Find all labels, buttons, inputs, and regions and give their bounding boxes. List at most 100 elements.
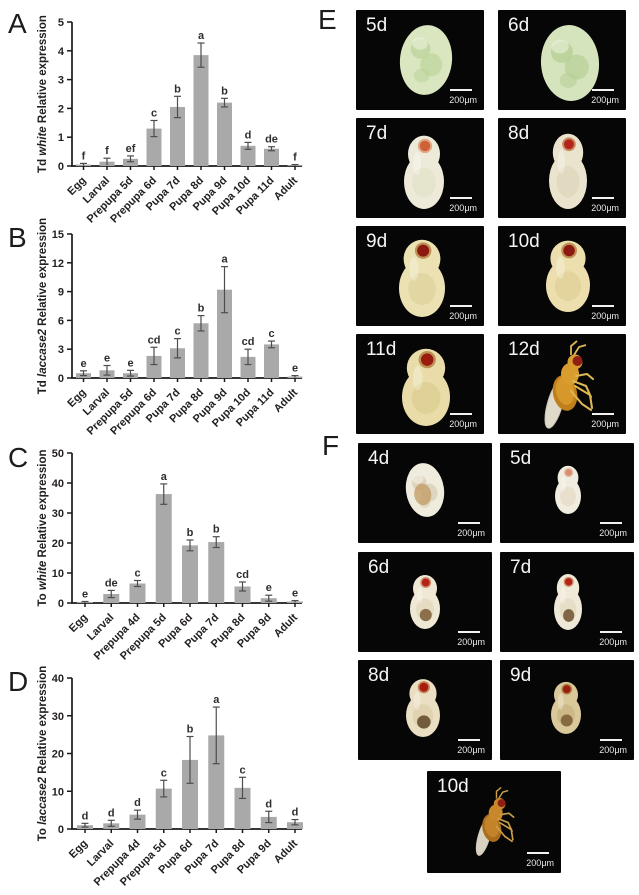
y-tick-label: 50	[52, 448, 64, 460]
y-axis-title: To white Relative expression	[37, 449, 49, 606]
photo-tile-5d: 5d 200μm	[500, 443, 634, 543]
pupa-shape	[410, 574, 440, 629]
photo-tile-4d: 4d 200μm	[358, 443, 492, 543]
y-tick-label: 3	[58, 75, 64, 87]
significance-letter: e	[82, 589, 88, 601]
bar	[146, 128, 162, 166]
scale-bar	[592, 88, 614, 91]
bar	[234, 586, 251, 603]
bar	[123, 158, 138, 166]
panel-label-c: C	[8, 442, 29, 473]
photo-tile-7d: 7d 200μm	[356, 118, 484, 218]
scale-label: 200μm	[591, 203, 619, 213]
bar	[240, 145, 256, 166]
significance-letter: d	[108, 807, 115, 819]
scale-bar	[592, 196, 614, 199]
significance-letter: cd	[236, 569, 249, 581]
panel-label-d: D	[8, 666, 29, 697]
significance-letter: c	[134, 568, 140, 580]
panel-label-f: F	[322, 430, 340, 461]
specimen-photo	[551, 681, 581, 734]
y-tick-label: 10	[52, 786, 64, 798]
adult-wasp-shape	[544, 340, 595, 429]
photo-tile-8d: 8d 200μm	[498, 118, 626, 218]
significance-letter: de	[265, 134, 278, 146]
y-tick-label: 20	[52, 538, 64, 550]
bar	[264, 148, 279, 166]
significance-letter: e	[266, 582, 272, 594]
y-tick-label: 15	[52, 229, 64, 241]
significance-letter: d	[265, 798, 272, 810]
tile-day-label: 8d	[508, 123, 530, 144]
scale-bar	[600, 738, 622, 741]
bar	[240, 356, 256, 378]
scale-label: 200μm	[449, 95, 477, 105]
specimen-photo	[555, 465, 581, 514]
significance-letter: c	[268, 328, 274, 340]
pupa-shape	[399, 239, 445, 317]
tile-day-label: 11d	[366, 339, 397, 360]
panel-label-e: E	[318, 4, 337, 35]
photo-tile-9d: 9d 200μm	[500, 660, 634, 760]
tile-day-label: 9d	[510, 665, 532, 686]
specimen-photo	[399, 25, 453, 95]
pupa-shape	[555, 465, 581, 514]
bar	[129, 814, 146, 829]
bar	[208, 542, 225, 603]
y-tick-label: 6	[58, 315, 64, 327]
bar	[182, 759, 198, 829]
specimen-photo	[540, 25, 600, 101]
scale-label: 200μm	[449, 203, 477, 213]
specimen-photo	[402, 348, 450, 426]
tile-day-label: 5d	[510, 448, 532, 469]
scale-label: 200μm	[591, 419, 619, 429]
significance-letter: d	[82, 810, 89, 822]
tile-day-label: 8d	[368, 665, 390, 686]
y-tick-label: 40	[52, 478, 64, 490]
tile-day-label: 7d	[366, 123, 388, 144]
significance-letter: b	[198, 303, 205, 315]
scale-bar	[450, 88, 472, 91]
y-tick-label: 4	[58, 46, 65, 58]
pupa-shape	[551, 681, 581, 734]
specimen-photo	[544, 340, 595, 429]
tile-day-label: 9d	[366, 231, 388, 252]
significance-letter: e	[104, 353, 110, 365]
significance-letter: cd	[242, 336, 255, 348]
bar	[170, 348, 185, 378]
significance-letter: f	[105, 145, 109, 157]
pupa-shape	[546, 240, 590, 312]
significance-letter: a	[213, 694, 220, 706]
significance-letter: e	[80, 358, 86, 370]
scale-label: 200μm	[457, 637, 485, 647]
bar	[146, 355, 162, 378]
y-axis-title: To laccase2 Relative expression	[37, 666, 49, 842]
significance-letter: b	[213, 524, 220, 536]
y-tick-label: 0	[58, 824, 64, 836]
scale-label: 200μm	[599, 637, 627, 647]
photo-tile-12d: 12d 200μm	[498, 334, 626, 434]
bar	[193, 323, 209, 378]
significance-letter: e	[292, 363, 298, 375]
significance-letter: d	[134, 797, 141, 809]
tile-day-label: 7d	[510, 557, 532, 578]
y-tick-label: 9	[58, 287, 64, 299]
significance-letter: e	[127, 357, 133, 369]
y-tick-label: 0	[58, 598, 64, 610]
y-axis-title: Td laccase2 Relative expression	[37, 218, 49, 394]
scale-label: 200μm	[591, 95, 619, 105]
tile-day-label: 10d	[508, 231, 540, 252]
pupa-shape	[549, 133, 587, 209]
specimen-photo	[475, 786, 515, 856]
bar	[155, 788, 172, 829]
significance-letter: a	[221, 254, 228, 266]
y-tick-label: 20	[52, 749, 64, 761]
y-tick-label: 5	[58, 17, 64, 29]
significance-letter: d	[292, 807, 299, 819]
scale-label: 200μm	[526, 858, 554, 868]
tile-day-label: 4d	[368, 448, 390, 469]
y-tick-label: 1	[58, 132, 64, 144]
